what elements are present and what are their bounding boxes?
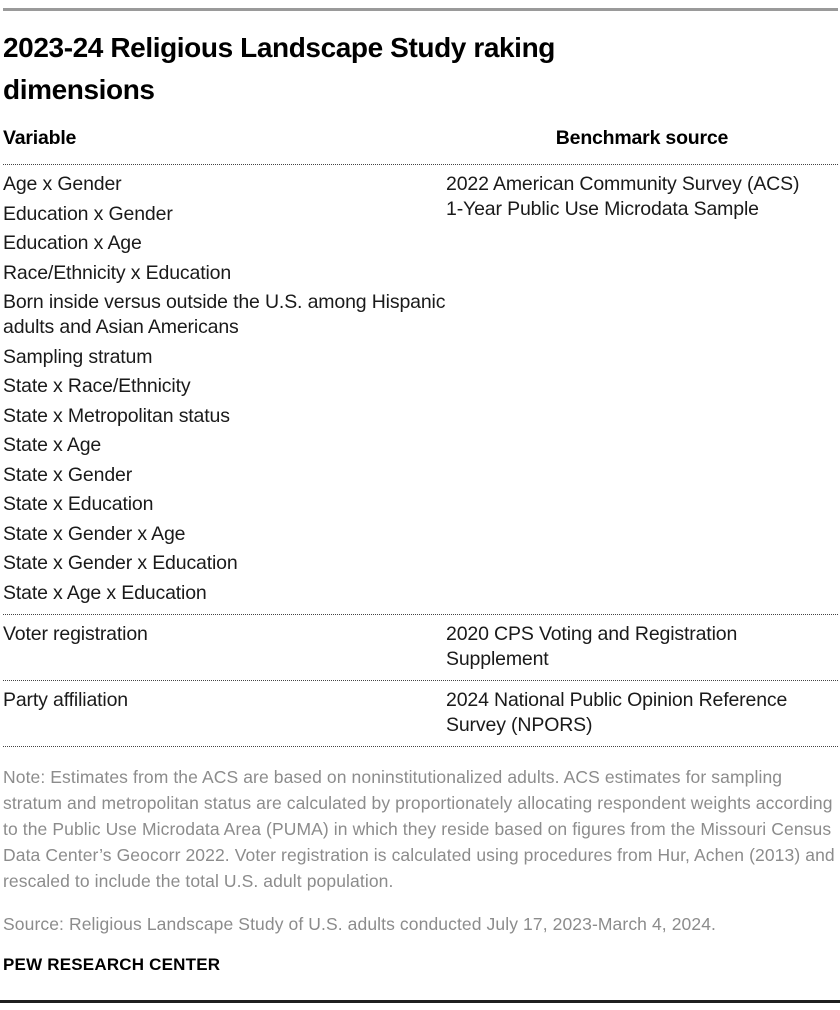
figure-source: Source: Religious Landscape Study of U.S… — [3, 914, 717, 934]
variable-item: Education x Age — [3, 232, 142, 254]
table-body: Age x Gender Education x Gender Educatio… — [3, 164, 838, 747]
variable-item: Born inside versus outside the U.S. amon… — [3, 291, 446, 338]
variable-list: Age x Gender Education x Gender Educatio… — [3, 172, 446, 606]
page-title: 2023-24 Religious Landscape Study raking… — [3, 32, 555, 105]
variable-item: Age x Gender — [3, 173, 122, 195]
benchmark-source-cell: 2022 American Community Survey (ACS) 1-Y… — [446, 173, 800, 220]
variable-item: Education x Gender — [3, 202, 173, 225]
variable-item: Party affiliation — [3, 688, 128, 711]
column-header-variable: Variable — [3, 127, 77, 149]
variable-item: State x Education — [3, 493, 154, 515]
variable-item: State x Gender x Education — [3, 552, 238, 574]
bottom-divider — [0, 1000, 840, 1003]
variable-item: State x Age — [3, 434, 102, 456]
variable-list: Voter registration — [3, 622, 446, 672]
column-header-benchmark-source: Benchmark source — [555, 127, 729, 149]
table-row-acs: Age x Gender Education x Gender Educatio… — [3, 164, 838, 614]
variable-item: State x Age x Education — [3, 581, 207, 604]
variable-item: State x Race/Ethnicity — [3, 375, 191, 397]
table-header-row: Variable Benchmark source — [3, 127, 838, 164]
variable-list: Party affiliation — [3, 688, 446, 738]
table-row-party-affiliation: Party affiliation 2024 National Public O… — [3, 679, 838, 746]
benchmark-source-cell: 2020 CPS Voting and Registration Supplem… — [446, 622, 738, 670]
variable-item: State x Gender — [3, 463, 133, 486]
variable-item: Race/Ethnicity x Education — [3, 261, 232, 284]
table-row-voter-registration: Voter registration 2020 CPS Voting and R… — [3, 613, 838, 680]
benchmark-source-cell: 2024 National Public Opinion Reference S… — [446, 688, 788, 736]
variable-item: State x Metropolitan status — [3, 404, 230, 427]
variable-item: Sampling stratum — [3, 345, 153, 368]
variable-item: State x Gender x Age — [3, 522, 186, 545]
pew-research-center-wordmark: PEW RESEARCH CENTER — [3, 954, 221, 974]
figure-note: Note: Estimates from the ACS are based o… — [3, 766, 835, 891]
variable-item: Voter registration — [3, 622, 148, 645]
top-divider — [3, 8, 838, 11]
